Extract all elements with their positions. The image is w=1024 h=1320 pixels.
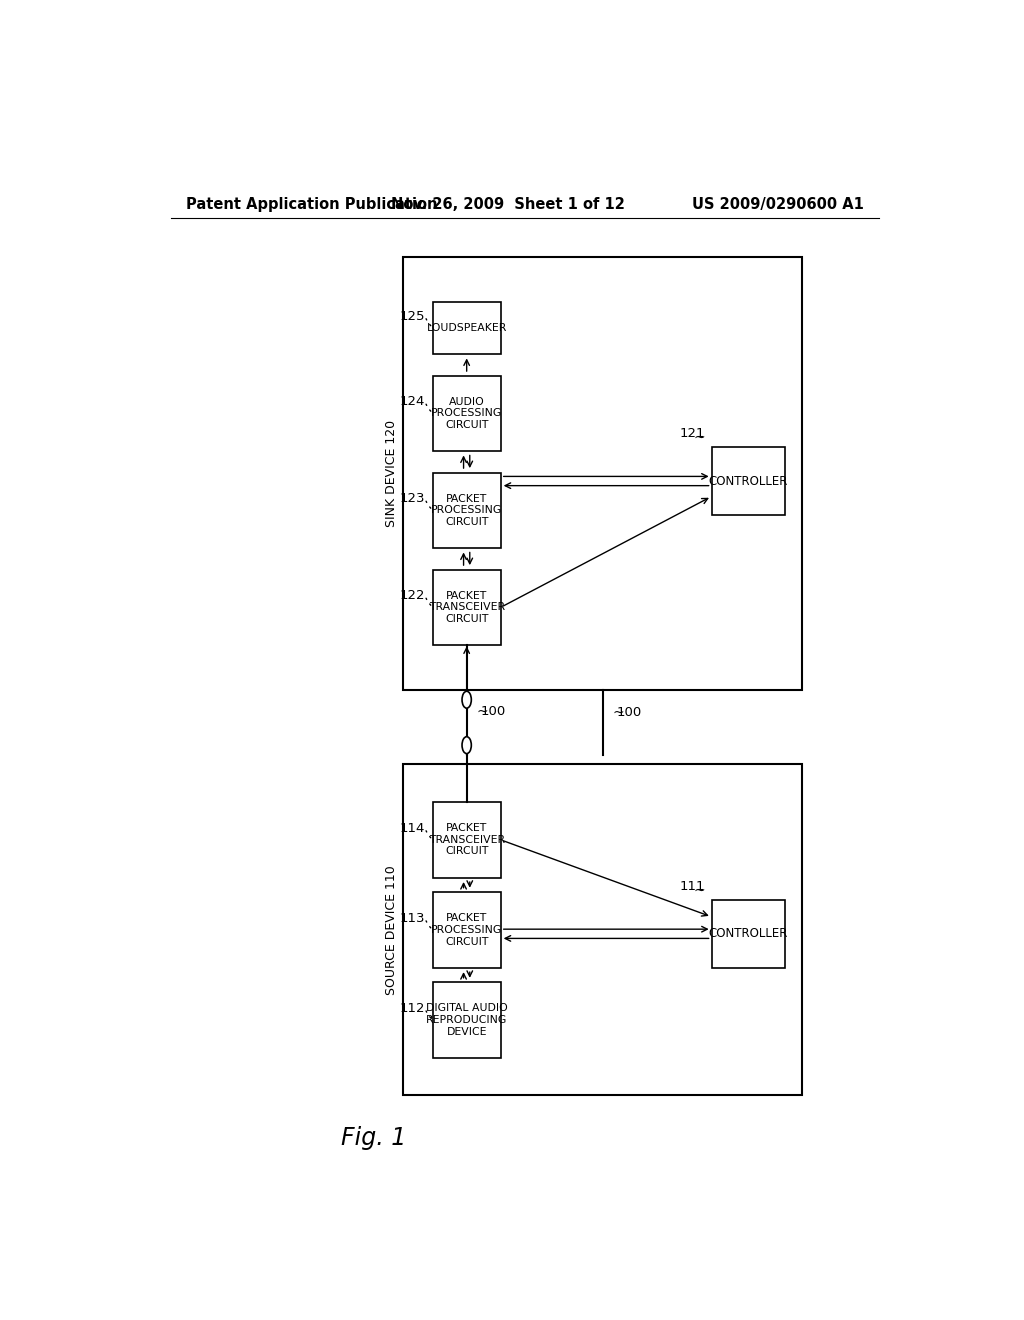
Bar: [403, 257, 802, 689]
Bar: [432, 302, 501, 354]
Text: 124: 124: [399, 395, 425, 408]
Text: CONTROLLER: CONTROLLER: [709, 474, 788, 487]
Text: PACKET
TRANSCEIVER
CIRCUIT: PACKET TRANSCEIVER CIRCUIT: [429, 824, 505, 857]
Text: 122: 122: [399, 589, 425, 602]
Text: CONTROLLER: CONTROLLER: [709, 927, 788, 940]
Bar: [432, 570, 501, 645]
Text: 121: 121: [680, 426, 706, 440]
Text: PACKET
PROCESSING
CIRCUIT: PACKET PROCESSING CIRCUIT: [431, 913, 503, 946]
Text: AUDIO
PROCESSING
CIRCUIT: AUDIO PROCESSING CIRCUIT: [431, 397, 503, 430]
Text: 125: 125: [399, 310, 425, 323]
Text: Patent Application Publication: Patent Application Publication: [186, 197, 437, 213]
Bar: [712, 900, 785, 968]
Text: US 2009/0290600 A1: US 2009/0290600 A1: [692, 197, 864, 213]
Text: ~: ~: [477, 705, 488, 718]
Text: 114: 114: [399, 822, 425, 834]
Ellipse shape: [462, 692, 471, 708]
Text: 123: 123: [399, 492, 425, 506]
Text: ~: ~: [693, 430, 706, 445]
Bar: [432, 376, 501, 451]
Bar: [712, 447, 785, 515]
Bar: [432, 473, 501, 548]
Text: Fig. 1: Fig. 1: [341, 1126, 407, 1150]
Text: 112: 112: [399, 1002, 425, 1015]
Bar: [432, 982, 501, 1057]
Text: 111: 111: [680, 879, 706, 892]
Text: LOUDSPEAKER: LOUDSPEAKER: [426, 323, 507, 333]
Text: 100: 100: [480, 705, 506, 718]
Text: ~: ~: [612, 706, 625, 719]
Text: 113: 113: [399, 912, 425, 925]
Text: PACKET
PROCESSING
CIRCUIT: PACKET PROCESSING CIRCUIT: [431, 494, 503, 527]
Text: PACKET
TRANSCEIVER
CIRCUIT: PACKET TRANSCEIVER CIRCUIT: [429, 591, 505, 624]
Text: SOURCE DEVICE 110: SOURCE DEVICE 110: [385, 865, 398, 995]
Text: Nov. 26, 2009  Sheet 1 of 12: Nov. 26, 2009 Sheet 1 of 12: [391, 197, 625, 213]
Ellipse shape: [462, 737, 471, 754]
Text: ~: ~: [693, 883, 706, 898]
Text: 100: 100: [616, 706, 642, 719]
Bar: [432, 892, 501, 968]
Text: DIGITAL AUDIO
REPRODUCING
DEVICE: DIGITAL AUDIO REPRODUCING DEVICE: [426, 1003, 508, 1036]
Text: SINK DEVICE 120: SINK DEVICE 120: [385, 420, 398, 527]
Bar: [432, 803, 501, 878]
Bar: [403, 764, 802, 1096]
